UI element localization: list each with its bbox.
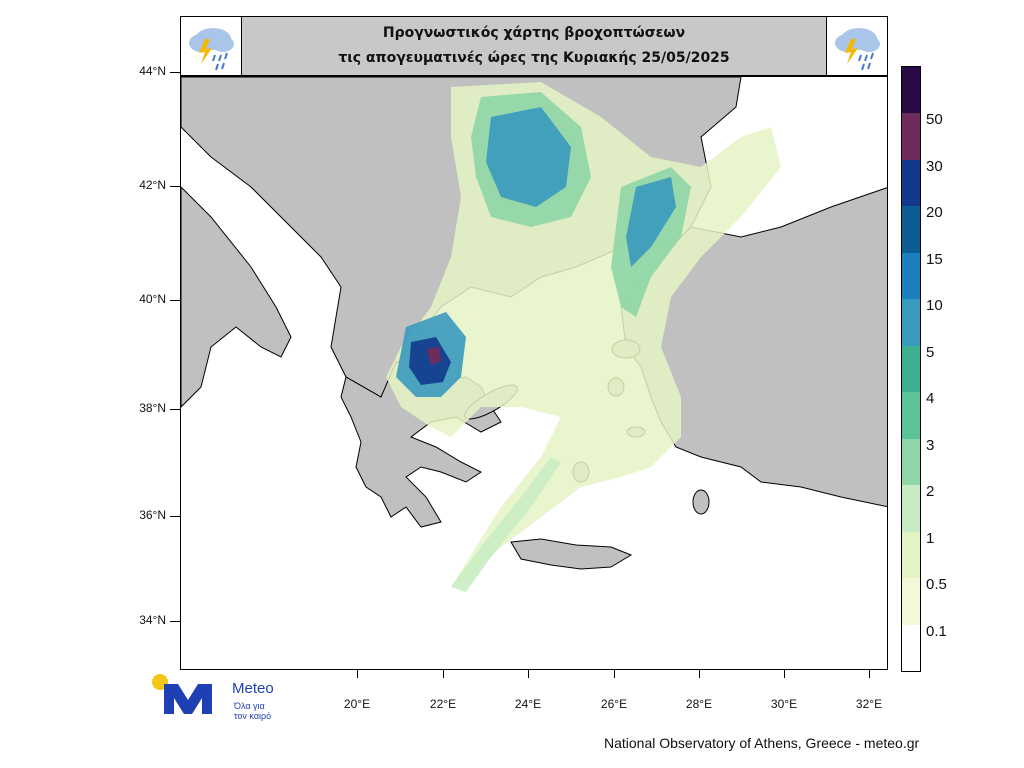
credit-text: National Observatory of Athens, Greece -…: [604, 735, 920, 751]
colorbar-label-4: 4: [926, 390, 935, 407]
lon-tick: [699, 670, 700, 678]
map-title-line-1: Προγνωστικός χάρτης βροχοπτώσεων: [382, 25, 686, 41]
lon-label-32: 32°E: [855, 697, 883, 711]
lat-tick: [170, 621, 180, 622]
colorbar: [901, 66, 921, 672]
colorbar-segment: [902, 253, 920, 299]
colorbar-label-1: 1: [926, 530, 935, 547]
lon-label-24: 24°E: [514, 697, 542, 711]
lat-label-34: 34°N: [139, 613, 166, 627]
colorbar-segment: [902, 113, 920, 160]
rain-band-southwest: [451, 457, 561, 592]
meteo-logo: Meteo Όλα για τον καιρό: [148, 670, 288, 722]
logo-m: [164, 684, 212, 714]
colorbar-label-50: 50: [926, 111, 943, 128]
colorbar-label-5: 5: [926, 344, 935, 361]
colorbar-segment: [902, 392, 920, 439]
storm-cloud-icon: [189, 28, 234, 71]
lon-tick: [357, 670, 358, 678]
colorbar-segment: [902, 439, 920, 485]
rain-field-heavy-east: [626, 177, 676, 267]
colorbar-label-10: 10: [926, 297, 943, 314]
storm-cloud-icon-left: [180, 16, 242, 76]
lat-label-44: 44°N: [139, 64, 166, 78]
colorbar-label-15: 15: [926, 251, 943, 268]
colorbar-segment: [902, 67, 920, 113]
rain-field-extreme: [427, 347, 441, 365]
colorbar-segment: [902, 578, 920, 625]
lat-tick: [170, 186, 180, 187]
meteo-logo-mark: [152, 674, 226, 718]
lon-label-28: 28°E: [685, 697, 713, 711]
rainfall-map: [180, 76, 888, 670]
colorbar-segment: [902, 532, 920, 578]
lon-label-20: 20°E: [343, 697, 371, 711]
lon-tick: [443, 670, 444, 678]
logo-name: Meteo: [232, 680, 274, 697]
lon-tick: [528, 670, 529, 678]
land-italy: [181, 186, 292, 408]
lat-label-40: 40°N: [139, 292, 166, 306]
colorbar-segment: [902, 299, 920, 346]
lon-label-22: 22°E: [429, 697, 457, 711]
lon-tick: [869, 670, 870, 678]
map-title-box: Προγνωστικός χάρτης βροχοπτώσεων τις απο…: [180, 16, 888, 76]
colorbar-segment: [902, 625, 920, 671]
lat-label-42: 42°N: [139, 178, 166, 192]
colorbar-label-2: 2: [926, 483, 935, 500]
lat-tick: [170, 72, 180, 73]
storm-cloud-icon: [835, 28, 880, 71]
map-title-line-2: τις απογευματινές ώρες της Κυριακής 25/0…: [338, 50, 730, 66]
colorbar-segment: [902, 346, 920, 392]
colorbar-segment: [902, 206, 920, 253]
colorbar-label-0-1: 0.1: [926, 623, 947, 640]
lat-tick: [170, 516, 180, 517]
lon-tick: [784, 670, 785, 678]
colorbar-label-3: 3: [926, 437, 935, 454]
colorbar-label-30: 30: [926, 158, 943, 175]
lat-tick: [170, 300, 180, 301]
colorbar-label-0-5: 0.5: [926, 576, 947, 593]
lat-label-38: 38°N: [139, 401, 166, 415]
lat-label-36: 36°N: [139, 508, 166, 522]
logo-tagline-1: Όλα για: [234, 701, 265, 711]
land-rhodes: [692, 489, 710, 515]
lon-label-26: 26°E: [600, 697, 628, 711]
colorbar-label-20: 20: [926, 204, 943, 221]
storm-cloud-icon-right: [826, 16, 888, 76]
lon-label-30: 30°E: [770, 697, 798, 711]
lat-tick: [170, 409, 180, 410]
rain-field-heavy: [486, 107, 571, 207]
colorbar-segment: [902, 160, 920, 206]
logo-tagline-2: τον καιρό: [234, 711, 272, 721]
land-crete: [510, 538, 633, 570]
colorbar-segment: [902, 485, 920, 532]
rainfall-map-canvas: [181, 77, 887, 592]
lon-tick: [614, 670, 615, 678]
